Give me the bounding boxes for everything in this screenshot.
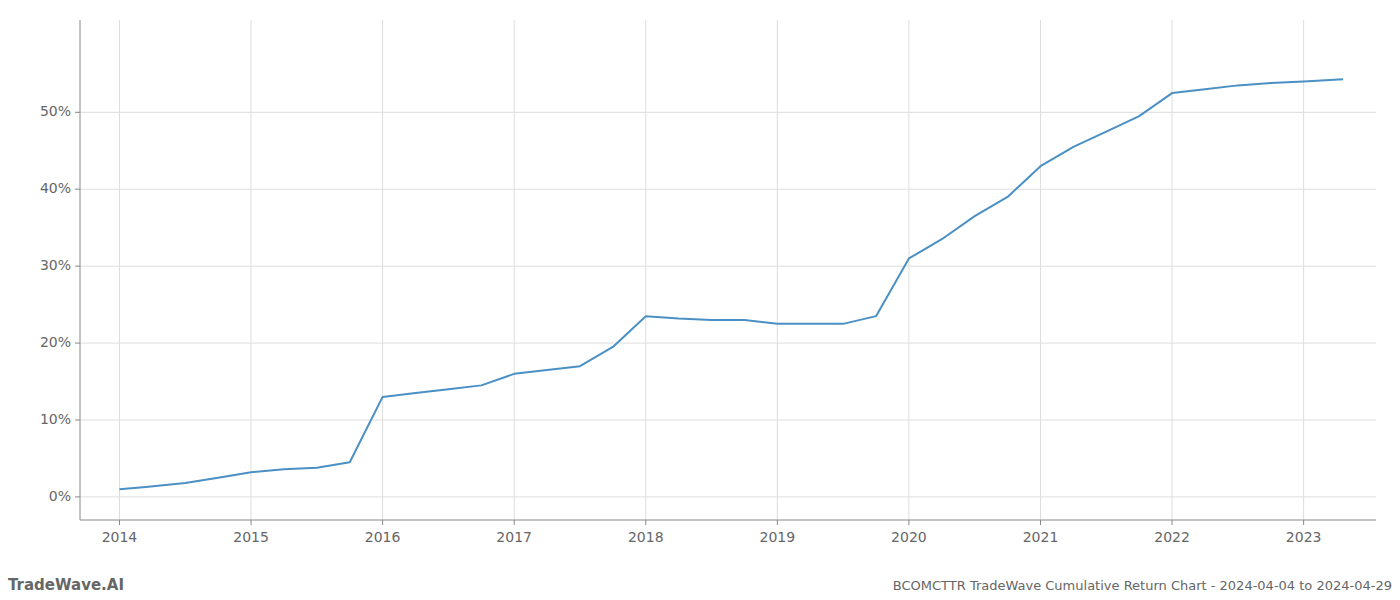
grid-line bbox=[80, 496, 1376, 497]
tick-label: 30% bbox=[40, 257, 71, 273]
tick-label: 10% bbox=[40, 411, 71, 427]
tick-mark bbox=[119, 520, 120, 525]
grid-line bbox=[777, 20, 778, 520]
tick-label: 2023 bbox=[1286, 529, 1322, 545]
plot-area bbox=[119, 79, 1343, 489]
grid-line bbox=[80, 189, 1376, 190]
grid-line bbox=[80, 266, 1376, 267]
tick-label: 20% bbox=[40, 334, 71, 350]
tick-mark bbox=[1303, 520, 1304, 525]
tick-label: 2022 bbox=[1154, 529, 1190, 545]
grid-line bbox=[514, 20, 515, 520]
grid-line bbox=[80, 112, 1376, 113]
tick-label: 0% bbox=[49, 488, 71, 504]
tick-mark bbox=[908, 520, 909, 525]
tick-mark bbox=[75, 112, 80, 113]
tick-label: 2017 bbox=[496, 529, 532, 545]
grid-line bbox=[80, 343, 1376, 344]
grid-line bbox=[382, 20, 383, 520]
tick-mark bbox=[777, 520, 778, 525]
grid-line bbox=[645, 20, 646, 520]
tick-label: 2015 bbox=[233, 529, 269, 545]
tick-mark bbox=[75, 189, 80, 190]
tick-mark bbox=[645, 520, 646, 525]
tick-mark bbox=[1040, 520, 1041, 525]
tick-label: 40% bbox=[40, 180, 71, 196]
grid-line bbox=[1040, 20, 1041, 520]
data-line bbox=[119, 79, 1343, 489]
grid-line bbox=[80, 420, 1376, 421]
grid-line bbox=[1303, 20, 1304, 520]
y-axis-line bbox=[80, 20, 81, 520]
grid-line bbox=[119, 20, 120, 520]
tick-label: 2014 bbox=[102, 529, 138, 545]
grid-line bbox=[908, 20, 909, 520]
grid bbox=[80, 20, 1376, 520]
tick-mark bbox=[1172, 520, 1173, 525]
background bbox=[0, 0, 1400, 600]
tick-label: 2018 bbox=[628, 529, 664, 545]
tick-label: 2020 bbox=[891, 529, 927, 545]
tick-label: 50% bbox=[40, 103, 71, 119]
x-axis-line bbox=[80, 520, 1376, 521]
grid-line bbox=[251, 20, 252, 520]
title: BCOMCTTR TradeWave Cumulative Return Cha… bbox=[893, 578, 1392, 593]
tick-mark bbox=[75, 420, 80, 421]
tick-mark bbox=[251, 520, 252, 525]
tick-mark bbox=[382, 520, 383, 525]
tick-mark bbox=[514, 520, 515, 525]
tick-label: 2021 bbox=[1023, 529, 1059, 545]
grid-line bbox=[1172, 20, 1173, 520]
axes: 0% 10% 20% 30% 40% 50% 2014 2015 2016 2017 2018 201… bbox=[40, 20, 1376, 545]
tick-mark bbox=[75, 343, 80, 344]
watermark: TradeWave.AI bbox=[8, 576, 124, 594]
tick-label: 2019 bbox=[760, 529, 796, 545]
tick-mark bbox=[75, 496, 80, 497]
tick-mark bbox=[75, 266, 80, 267]
tick-label: 2016 bbox=[365, 529, 401, 545]
chart: 0% 10% 20% 30% 40% 50% 2014 2015 2016 2017 2018 201… bbox=[0, 0, 1400, 600]
